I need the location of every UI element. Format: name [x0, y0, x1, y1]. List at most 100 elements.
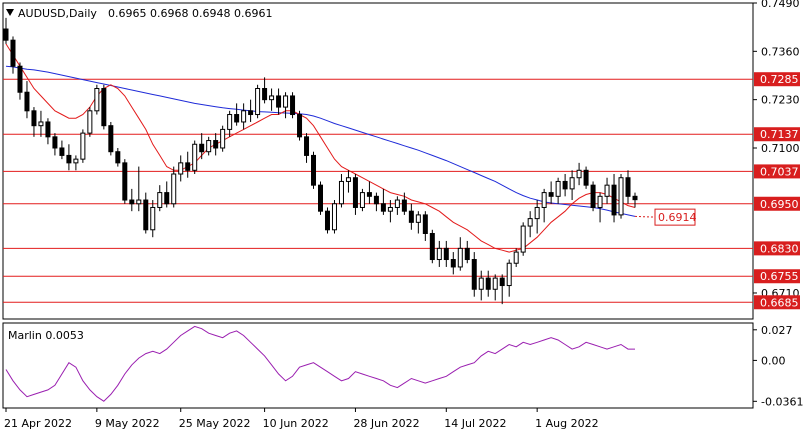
candle: [108, 121, 114, 156]
candle: [478, 270, 484, 301]
date-tick-label: 9 May 2022: [95, 417, 160, 430]
candle: [352, 174, 358, 215]
candle: [10, 36, 16, 74]
candle: [164, 181, 170, 208]
marlin-tick-label: 0.00: [761, 354, 786, 367]
level-label-text: 0.6830: [760, 242, 799, 255]
candle: [443, 240, 449, 267]
callout-connector: [634, 215, 656, 218]
candle: [527, 211, 533, 238]
callout-box: [654, 208, 696, 226]
candle: [73, 155, 79, 171]
level-label-2: 0.7037: [754, 164, 800, 179]
candle: [422, 211, 428, 241]
ma-red-line: [5, 43, 636, 253]
marlin-indicator-title: Marlin 0.0053: [8, 329, 84, 342]
candle: [611, 174, 617, 223]
candle: [338, 174, 344, 208]
candle: [297, 110, 303, 141]
candle: [283, 92, 289, 119]
candle: [192, 140, 198, 175]
level-labels: 0.7285 0.7137 0.7037 0.6950 0.6830 0.6755 0.66…: [754, 72, 800, 310]
candle: [429, 229, 435, 264]
candle: [450, 252, 456, 275]
candle: [227, 110, 233, 137]
candle: [136, 166, 142, 212]
candle: [269, 88, 275, 111]
candle: [324, 207, 330, 234]
date-tick-label: 21 Apr 2022: [4, 417, 72, 430]
candle: [513, 248, 519, 267]
candle: [38, 110, 44, 137]
candle: [597, 192, 603, 223]
candle: [506, 259, 512, 297]
marlin-tick-label: -0.0361: [761, 395, 803, 408]
marlin-panel-frame: [2, 322, 754, 409]
candle: [471, 252, 477, 297]
candle: [115, 147, 121, 167]
candle: [457, 237, 463, 271]
candle: [304, 133, 310, 163]
candle: [185, 151, 191, 178]
level-label-text: 0.6685: [760, 296, 799, 309]
dropdown-triangle-icon[interactable]: [6, 9, 14, 16]
marlin-tick-label: 0.027: [761, 324, 793, 337]
candle: [59, 140, 65, 160]
candle: [492, 274, 498, 301]
candle: [590, 181, 596, 212]
candle: [66, 144, 72, 171]
date-tick-label: 14 Jul 2022: [444, 417, 506, 430]
candle: [31, 107, 37, 137]
level-label-text: 0.7137: [760, 128, 799, 141]
candle: [87, 107, 93, 137]
chart-symbol-title: AUDUSD,Daily: [18, 7, 97, 20]
candle: [262, 77, 268, 104]
candle: [499, 274, 505, 305]
candle: [234, 103, 240, 126]
candle: [534, 200, 540, 234]
candle: [331, 200, 337, 234]
candle: [576, 162, 582, 186]
candle: [220, 125, 226, 152]
price-tick-label: 0.7360: [761, 45, 800, 58]
callout-value: 0.6914: [658, 211, 697, 224]
candle: [248, 99, 254, 122]
price-tick-label: 0.7490: [761, 0, 800, 10]
candle: [604, 177, 610, 204]
candle: [548, 181, 554, 204]
level-label-text: 0.6950: [760, 198, 799, 211]
candle: [290, 92, 296, 119]
price-panel-frame: [2, 2, 754, 320]
marlin-line: [5, 325, 635, 402]
candle: [408, 203, 414, 230]
candle: [129, 188, 135, 212]
candle: [171, 166, 177, 208]
level-label-text: 0.7285: [760, 73, 799, 86]
candle: [311, 151, 317, 189]
candle: [380, 188, 386, 215]
candle: [241, 103, 247, 130]
candle: [52, 133, 58, 156]
candle: [436, 240, 442, 267]
candle: [318, 181, 323, 215]
candle: [178, 155, 184, 182]
price-callout: 0.6914: [634, 208, 697, 226]
price-tick-label: 0.7230: [761, 94, 800, 107]
level-label-6: 0.6685: [754, 295, 800, 310]
level-label-4: 0.6830: [754, 241, 800, 256]
candle: [394, 196, 400, 215]
candle: [101, 84, 107, 130]
candle: [17, 62, 23, 100]
level-label-3: 0.6950: [754, 196, 800, 211]
candle: [150, 200, 156, 238]
date-tick-label: 1 Aug 2022: [535, 417, 598, 430]
candle: [24, 81, 30, 119]
candle: [625, 170, 631, 204]
candle: [45, 118, 51, 145]
candle: [80, 129, 86, 163]
candle: [276, 88, 282, 115]
candle: [366, 181, 372, 204]
level-label-text: 0.7037: [760, 165, 799, 178]
ma-blue-line: [5, 65, 636, 217]
